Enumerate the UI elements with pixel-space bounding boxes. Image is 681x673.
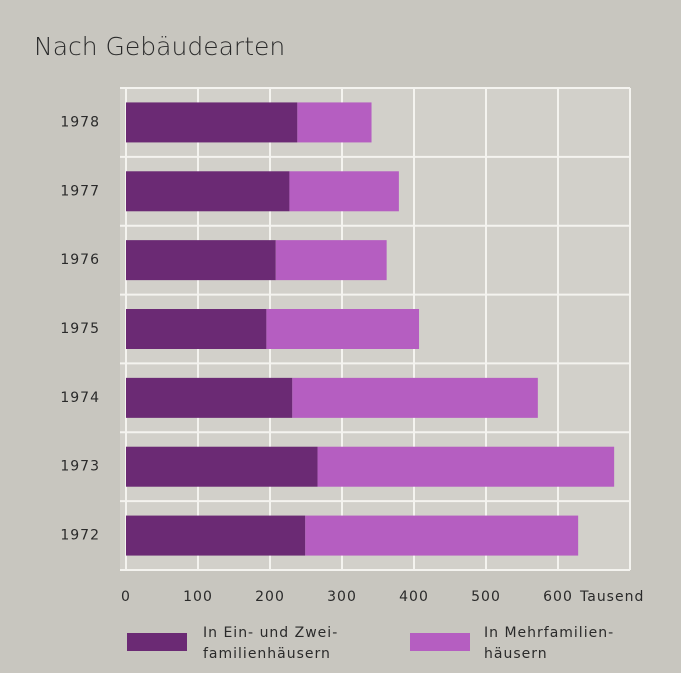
y-tick-label: 1972 bbox=[60, 528, 100, 544]
bar-segment bbox=[275, 240, 387, 281]
bar-segment bbox=[126, 102, 298, 143]
bar-segment bbox=[126, 515, 306, 556]
bar-segment bbox=[126, 377, 293, 418]
bar-segment bbox=[126, 171, 290, 212]
bar-segment bbox=[292, 377, 538, 418]
legend-label: In Ein- und Zwei-familienhäusern bbox=[203, 625, 338, 662]
chart-title: Nach Gebäudearten bbox=[34, 32, 285, 61]
bar-segment bbox=[126, 309, 267, 349]
x-unit-label: Tausend bbox=[579, 589, 644, 605]
bar-segment bbox=[297, 102, 372, 143]
y-tick-label: 1976 bbox=[60, 252, 100, 268]
y-tick-label: 1973 bbox=[60, 459, 100, 475]
y-tick-label: 1974 bbox=[60, 390, 100, 406]
y-tick-label: 1975 bbox=[60, 321, 100, 337]
bar-segment bbox=[126, 446, 318, 487]
x-tick-label: 600 bbox=[543, 589, 573, 605]
x-tick-label: 500 bbox=[471, 589, 501, 605]
bar-segment bbox=[126, 240, 276, 281]
x-tick-label: 300 bbox=[327, 589, 357, 605]
bar-segment bbox=[266, 309, 420, 349]
x-tick-label: 400 bbox=[399, 589, 429, 605]
y-tick-label: 1978 bbox=[60, 114, 100, 130]
legend-swatch bbox=[127, 633, 187, 651]
bar-segment bbox=[317, 446, 615, 487]
legend-label: In Mehrfamilien-häusern bbox=[484, 625, 614, 662]
y-tick-label: 1977 bbox=[60, 183, 100, 199]
x-tick-label: 100 bbox=[183, 589, 213, 605]
bar-segment bbox=[289, 171, 399, 212]
x-tick-label: 0 bbox=[121, 589, 131, 605]
bar-segment bbox=[305, 515, 579, 556]
legend-swatch bbox=[410, 633, 470, 651]
x-tick-label: 200 bbox=[255, 589, 285, 605]
